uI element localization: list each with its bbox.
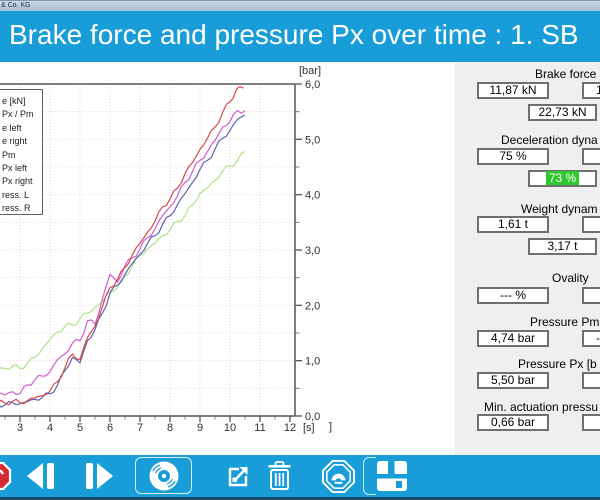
field-ovality-left: --- %: [477, 287, 549, 304]
page-header: Brake force and pressure Px over time : …: [0, 11, 600, 62]
legend-item: Px / Pm: [2, 109, 34, 120]
svg-text:5,0: 5,0: [305, 134, 320, 146]
blue-curve: [0, 114, 246, 408]
svg-text:[s]: [s]: [303, 422, 315, 434]
svg-text:0,0: 0,0: [305, 411, 320, 423]
save-icon: [377, 461, 407, 491]
magenta-curve: [0, 109, 246, 396]
trash-icon: [268, 461, 290, 490]
chart-canvas: 3 4 5 6 7 8 9 10 11 12 [s]] 0,0 1,0 2,0 3,0 4,0 5,0 6,0 [b…: [0, 65, 332, 434]
field-deceleration-total: 73 %: [528, 170, 597, 187]
svg-text:4: 4: [47, 422, 53, 434]
header-pressure-px: Pressure Px [b: [518, 357, 597, 371]
header-weight: Weight dynam: [521, 202, 598, 216]
legend-item: Px right: [2, 176, 33, 187]
svg-text:12: 12: [284, 422, 296, 434]
field-deceleration-right: [582, 148, 600, 165]
legend-item: e [kN]: [2, 96, 26, 106]
stop-button[interactable]: [0, 455, 13, 497]
field-pressure-pm-right: -: [582, 330, 600, 347]
disc-button-border: [135, 457, 192, 494]
header-ovality: Ovality: [552, 271, 589, 285]
skip-forward-icon: [86, 463, 113, 489]
header-brake-force: Brake force: [535, 67, 597, 81]
svg-text:6: 6: [107, 422, 113, 434]
save-button-border: [363, 457, 376, 495]
svg-text:5: 5: [77, 422, 83, 434]
header-pressure-pm: Pressure Pm: [530, 315, 600, 329]
legend-item: Pm: [2, 149, 16, 160]
svg-text:7: 7: [137, 422, 143, 434]
chart-legend: e [kN] Px / Pm e left e right Pm Px left Px ri…: [0, 89, 43, 215]
header-deceleration: Deceleration dyna: [501, 133, 598, 147]
legend-item: ress. L: [2, 189, 30, 200]
expand-icon: [228, 467, 248, 487]
skip-back-icon: [27, 463, 54, 489]
octagon-logo-icon: [321, 459, 355, 493]
field-brake-force-right: 1: [582, 82, 600, 99]
field-weight-left: 1,61 t: [477, 216, 549, 233]
svg-text:4,0: 4,0: [305, 190, 320, 202]
field-min-actuation-right: [582, 414, 600, 431]
svg-text:2,0: 2,0: [305, 300, 320, 312]
save-button[interactable]: [374, 455, 410, 497]
legend-item: e right: [2, 136, 28, 147]
svg-text:8: 8: [167, 422, 173, 434]
svg-text:10: 10: [224, 422, 236, 434]
field-deceleration-left: 75 %: [477, 148, 549, 165]
delete-button[interactable]: [265, 455, 293, 497]
toolbar: [0, 455, 600, 497]
bottom-edge: [0, 497, 600, 500]
svg-text:9: 9: [197, 422, 203, 434]
legend-item: Px left: [2, 163, 28, 174]
svg-text:]: ]: [329, 421, 332, 433]
field-pressure-pm-left: 4,74 bar: [477, 330, 549, 347]
results-pane: [455, 62, 600, 455]
field-weight-total: 3,17 t: [528, 238, 597, 255]
disc-icon: [149, 461, 179, 491]
svg-text:6,0: 6,0: [305, 79, 320, 91]
svg-text:[bar]: [bar]: [299, 65, 321, 77]
window-title-text: & Co. KG: [1, 2, 31, 9]
field-min-actuation-left: 0,66 bar: [477, 414, 549, 431]
field-brake-force-total: 22,73 kN: [528, 104, 597, 121]
next-button[interactable]: [82, 455, 114, 497]
expand-button[interactable]: [224, 455, 252, 497]
stop-icon: [0, 461, 12, 491]
page-title: Brake force and pressure Px over time : …: [9, 19, 579, 50]
svg-text:3: 3: [17, 422, 23, 434]
legend-item: e left: [2, 122, 22, 133]
deceleration-highlight: 73 %: [545, 171, 580, 185]
field-pressure-px-left: 5,50 bar: [477, 372, 549, 389]
brand-button[interactable]: [319, 455, 357, 497]
header-min-actuation-pressure: Min. actuation pressu: [484, 400, 599, 414]
window-titlebar[interactable]: & Co. KG: [0, 0, 600, 11]
green-curve: [0, 150, 246, 371]
svg-text:11: 11: [254, 422, 265, 434]
field-pressure-px-right: [582, 372, 600, 389]
svg-text:3,0: 3,0: [305, 245, 320, 257]
disc-button[interactable]: [146, 455, 182, 497]
field-brake-force-left: 11,87 kN: [477, 82, 549, 99]
field-weight-right: [582, 216, 600, 233]
svg-text:1,0: 1,0: [305, 356, 320, 368]
previous-button[interactable]: [26, 455, 58, 497]
legend-item: ress. R: [2, 203, 31, 214]
red-curve: [0, 86, 244, 406]
field-ovality-right: [582, 287, 600, 304]
